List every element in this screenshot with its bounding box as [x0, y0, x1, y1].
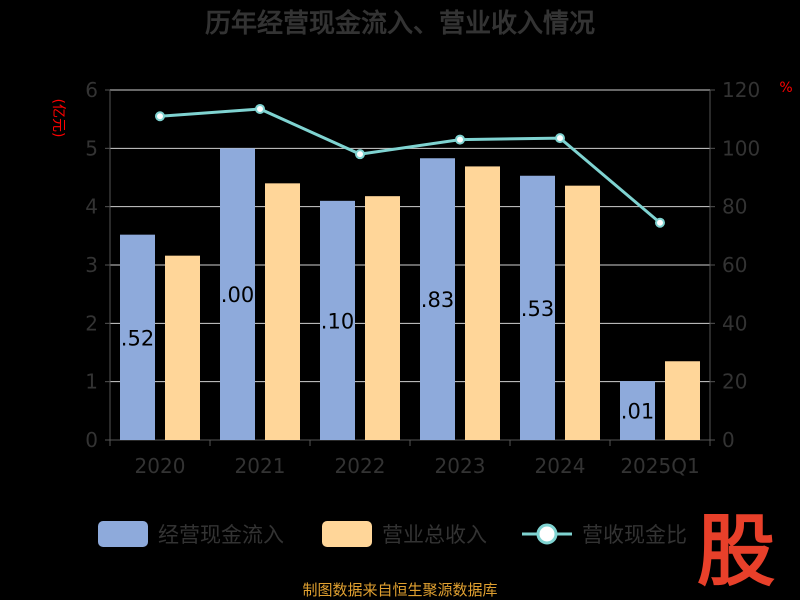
left-tick-label: 3	[85, 253, 98, 277]
right-axis-unit: %	[779, 80, 792, 96]
bar-revenue	[465, 166, 500, 440]
ratio-point	[555, 133, 565, 144]
right-tick-label: 20	[722, 370, 747, 394]
bar-data-label: .10	[321, 309, 354, 333]
bar-revenue	[565, 185, 600, 440]
x-tick-label: 2021	[235, 454, 286, 478]
ratio-point	[655, 217, 665, 228]
ratio-point	[155, 111, 165, 122]
bar-cash-inflow	[220, 148, 255, 441]
x-tick-label: 2020	[135, 454, 186, 478]
right-tick-label: 0	[722, 428, 735, 452]
x-tick-label: 2023	[435, 454, 486, 478]
bar-data-label: .83	[421, 288, 454, 312]
legend-swatch	[98, 521, 148, 547]
ratio-line	[155, 103, 665, 228]
right-tick-label: 60	[722, 253, 747, 277]
left-tick-label: 0	[85, 428, 98, 452]
bar-cash-inflow	[320, 200, 355, 440]
bar-data-label: .52	[121, 326, 154, 350]
legend-point-swatch	[536, 523, 558, 545]
ratio-point	[255, 103, 265, 114]
ratio-point	[355, 149, 365, 160]
left-tick-label: 5	[85, 136, 98, 160]
right-tick-label: 40	[722, 311, 747, 335]
left-tick-label: 6	[85, 78, 98, 102]
bar-data-label: .53	[521, 297, 554, 321]
bar-revenue	[265, 183, 300, 441]
bar-data-label: .01	[621, 400, 654, 424]
right-tick-label: 100	[722, 136, 760, 160]
right-tick-label: 80	[722, 195, 747, 219]
bar-cash-inflow	[120, 234, 155, 440]
legend-label: 营业总收入	[382, 523, 487, 547]
bars	[120, 148, 700, 441]
chart-title: 历年经营现金流入、营业收入情况	[205, 8, 595, 39]
right-tick-label: 120	[722, 78, 760, 102]
data-labels: .52 .00 .10 .83 .53 .01	[121, 283, 654, 423]
bar-cash-inflow	[520, 175, 555, 440]
bar-revenue	[165, 255, 200, 440]
left-axis-unit: (亿元)	[50, 99, 66, 138]
left-tick-label: 1	[85, 370, 98, 394]
bar-cash-inflow	[420, 158, 455, 440]
bar-data-label: .00	[221, 283, 254, 307]
x-tick-label: 2022	[335, 454, 386, 478]
footer-source: 制图数据来自恒生聚源数据库	[302, 581, 497, 599]
legend-swatch	[322, 521, 372, 547]
ratio-point	[455, 134, 465, 145]
legend-label: 经营现金流入	[158, 523, 284, 547]
ratio-series-line	[159, 107, 661, 224]
x-tick-label: 2024	[535, 454, 586, 478]
legend-label: 营收现金比	[582, 523, 687, 547]
left-tick-label: 4	[85, 195, 98, 219]
x-tick-label: 2025Q1	[620, 454, 699, 478]
bar-cash-inflow	[620, 381, 655, 440]
left-tick-label: 2	[85, 311, 98, 335]
bar-revenue	[665, 361, 700, 440]
logo-mark: 股	[697, 507, 775, 597]
legend: 经营现金流入 营业总收入 营收现金比	[98, 521, 687, 547]
bar-revenue	[365, 196, 400, 440]
